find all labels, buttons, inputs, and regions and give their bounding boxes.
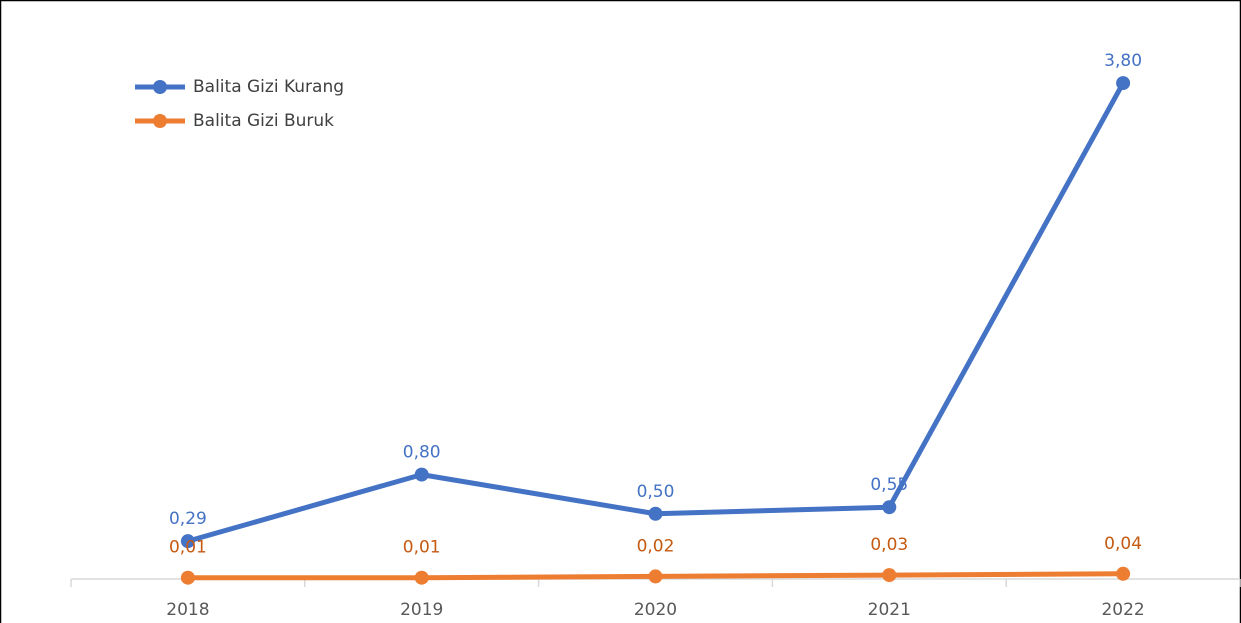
data-label: 0,29 [169,509,207,529]
data-point [648,506,663,521]
x-tick-label: 2020 [634,600,677,620]
x-tick-label: 2018 [166,600,209,620]
legend-marker [153,80,167,94]
data-label: 0,80 [403,443,441,463]
data-point [1116,76,1131,91]
data-point [1116,566,1131,581]
data-point [180,534,195,549]
data-label: 3,80 [1104,51,1142,71]
data-point [180,570,195,585]
data-point [882,568,897,583]
data-label: 0,01 [403,538,441,558]
data-point [882,500,897,515]
x-tick-label: 2021 [868,600,911,620]
data-label: 0,04 [1104,534,1142,554]
data-point [648,569,663,584]
data-label: 0,02 [637,536,675,556]
legend-label: Balita Gizi Kurang [193,77,344,97]
data-label: 0,55 [870,475,908,495]
data-label: 0,01 [169,538,207,558]
data-label: 0,03 [870,535,908,555]
data-point [414,570,429,585]
legend-label: Balita Gizi Buruk [193,111,334,131]
x-tick-label: 2022 [1101,600,1144,620]
data-label: 0,50 [637,482,675,502]
legend-marker [153,114,167,128]
x-tick-label: 2019 [400,600,443,620]
data-point [414,467,429,482]
